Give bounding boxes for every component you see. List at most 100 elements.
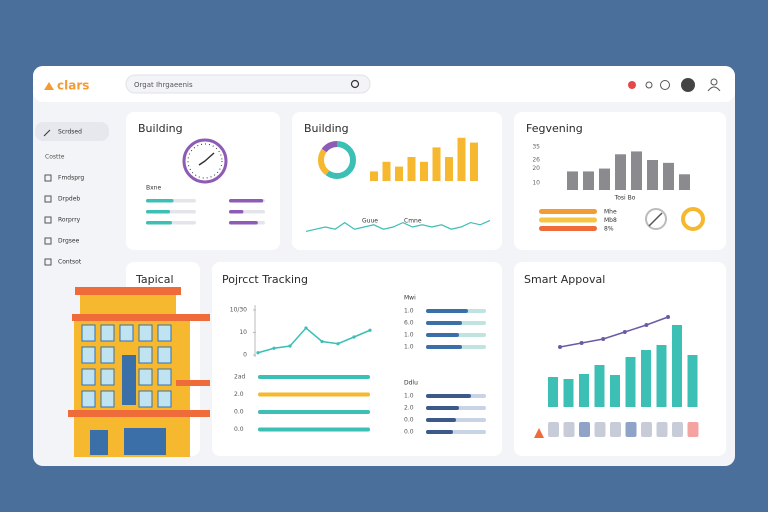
sidebar-icon [43,129,51,137]
line [559,316,669,348]
bar-label: 2ad [234,374,245,381]
window [157,368,172,386]
window [100,390,115,408]
row-label: 1.0 [404,332,414,339]
window [157,346,172,364]
chips [534,422,699,438]
window [81,368,96,386]
card-title: Building [138,122,183,135]
logo: clars [57,79,89,93]
window [157,324,172,342]
bar [594,365,605,407]
window [138,368,153,386]
point [368,328,372,332]
sidebar-item[interactable]: Scrdsed [58,129,82,136]
user-icon-body [707,86,721,92]
bar [470,142,478,181]
point [336,342,340,346]
search-box[interactable] [125,74,371,94]
sidebar-item[interactable]: Fmdsprg [58,175,84,182]
sidebar-item[interactable]: Rorprry [58,217,81,224]
bar-label: 0.0 [234,409,244,416]
point [288,344,292,348]
sidebar-icon [44,174,52,182]
chip [534,428,544,438]
point [320,339,324,344]
chip [594,422,606,437]
line [257,326,371,354]
progress-bar [229,221,258,225]
gauge [681,207,705,231]
progress-bar [146,221,172,225]
chip [656,422,668,437]
user-icon[interactable] [710,78,718,86]
bar [656,345,667,407]
search-icon[interactable] [350,79,360,89]
progress-bar [426,394,471,398]
point [622,330,627,334]
bar [583,171,594,190]
sidebar-active[interactable] [35,122,109,141]
y-tick-label: 35 [532,144,540,151]
row-label: 0.0 [404,417,414,424]
bar [407,157,416,181]
settings-icon[interactable] [660,80,670,90]
bar [567,171,578,190]
bar [679,174,690,190]
bar [548,377,558,407]
row-label: 6.0 [404,320,414,327]
card-title: Fegvening [526,122,583,135]
bar [395,166,403,181]
progress-bar [258,410,370,414]
card-title: Building [304,122,349,135]
bar [382,161,391,181]
bar [631,151,642,190]
line [305,219,491,232]
bar [599,168,610,190]
progress-label: Mb8 [604,217,617,224]
donut-segment [318,141,356,179]
chip [579,422,590,437]
refresh-icon[interactable] [645,81,653,89]
info-icon[interactable] [681,78,695,92]
window [81,324,96,342]
sidebar-item[interactable]: Contsot [58,259,82,266]
window [138,346,153,364]
bar [420,161,428,181]
row-label: 0.0 [404,429,414,436]
window [119,324,134,342]
window [100,324,115,342]
legend-label: Cmne [404,218,422,225]
sidebar-icon [44,237,52,245]
group-title: Ddlu [404,380,418,387]
progress-label: 8% [604,226,614,233]
donut-segment [318,141,356,179]
clock-hands [198,152,215,166]
progress-bar [539,209,597,214]
progress-bar [426,321,462,325]
window [100,346,115,364]
sidebar-section: Costte [45,154,65,161]
row-label: 1.0 [404,344,414,351]
y-tick-label: 10 [532,179,540,186]
y-tick-label: 0 [243,352,247,359]
sidebar-icon [44,216,52,224]
clock-ticks [187,143,223,179]
bar [641,350,651,407]
sidebar-item[interactable]: Drpdeb [58,196,80,203]
flag-icon[interactable] [628,81,636,89]
y-tick-label: 20 [532,165,540,172]
window [100,368,115,386]
progress-bar [258,392,370,397]
sidebar-item[interactable]: Drgsee [58,238,80,245]
bar [663,162,674,190]
progress-bar [426,406,459,410]
point [352,335,356,339]
bar [610,375,620,407]
y-tick-label: 10 [239,329,247,336]
bar [563,379,574,407]
chip [641,422,652,437]
progress-bar [426,345,462,349]
point [644,323,649,327]
